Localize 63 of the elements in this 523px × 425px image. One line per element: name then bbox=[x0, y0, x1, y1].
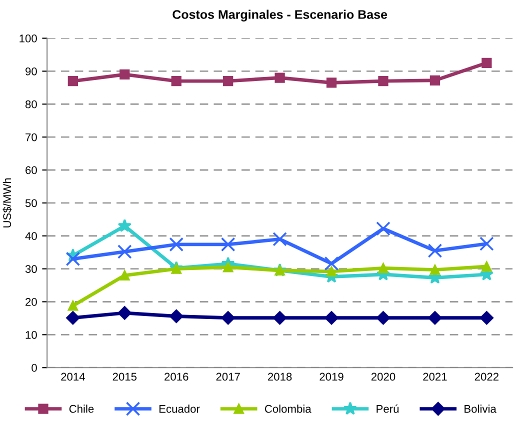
point bbox=[480, 311, 494, 325]
point bbox=[324, 311, 338, 325]
point bbox=[482, 261, 492, 272]
x-tick-label: 2016 bbox=[164, 372, 188, 381]
point bbox=[171, 264, 182, 274]
y-tick-label: 70 bbox=[26, 133, 37, 142]
y-tick-label: 60 bbox=[26, 166, 37, 174]
point bbox=[326, 266, 337, 277]
point bbox=[223, 262, 234, 272]
legend-label: Chile bbox=[69, 404, 94, 413]
x-tick-label: 2019 bbox=[320, 372, 344, 381]
point bbox=[120, 69, 130, 80]
legend-label: Perú bbox=[376, 404, 399, 413]
y-tick-label: 20 bbox=[26, 298, 37, 306]
x-tick-label: 2017 bbox=[216, 372, 240, 381]
y-tick-label: 90 bbox=[26, 67, 37, 76]
x-tick-label: 2015 bbox=[112, 372, 137, 381]
point bbox=[68, 300, 78, 311]
point bbox=[430, 264, 440, 275]
point bbox=[378, 76, 388, 86]
y-tick-label: 80 bbox=[25, 100, 37, 108]
point bbox=[220, 237, 236, 252]
x-tick-label: 2020 bbox=[371, 372, 396, 381]
point bbox=[274, 72, 285, 83]
point bbox=[118, 218, 132, 232]
point bbox=[428, 244, 442, 258]
x-tick-label: 2021 bbox=[423, 372, 447, 381]
legend-label: Ecuador bbox=[159, 404, 200, 413]
x-tick-label: 2014 bbox=[61, 372, 85, 381]
x-tick-label: 2022 bbox=[474, 372, 498, 381]
point bbox=[170, 309, 184, 324]
point bbox=[66, 252, 80, 266]
point bbox=[482, 58, 492, 68]
point bbox=[430, 75, 440, 86]
chart-title: Costos Marginales - Escenario Base bbox=[172, 10, 388, 22]
point bbox=[117, 244, 132, 259]
y-tick-label: 10 bbox=[26, 330, 37, 339]
y-tick-label: 30 bbox=[25, 265, 37, 273]
point bbox=[324, 256, 339, 271]
point bbox=[66, 311, 80, 325]
y-tick-label: 40 bbox=[25, 232, 37, 240]
point bbox=[376, 221, 390, 236]
y-axis-title: US$/MWh bbox=[2, 178, 12, 228]
point bbox=[120, 270, 130, 280]
point bbox=[68, 76, 78, 86]
legend-label: Bolivia bbox=[464, 404, 496, 413]
point bbox=[221, 311, 235, 325]
point bbox=[273, 311, 287, 325]
legend-label: Colombia bbox=[264, 404, 312, 413]
y-tick-label: 0 bbox=[32, 364, 37, 372]
y-tick-label: 100 bbox=[20, 34, 37, 42]
point bbox=[171, 76, 182, 86]
point bbox=[118, 306, 132, 320]
point bbox=[480, 236, 494, 251]
point bbox=[223, 76, 234, 86]
point bbox=[376, 311, 390, 325]
point bbox=[272, 232, 287, 246]
point bbox=[378, 263, 388, 274]
point bbox=[169, 237, 184, 252]
point bbox=[326, 78, 337, 88]
x-tick-label: 2018 bbox=[268, 372, 292, 381]
point bbox=[428, 311, 442, 325]
y-tick-label: 50 bbox=[25, 199, 37, 208]
